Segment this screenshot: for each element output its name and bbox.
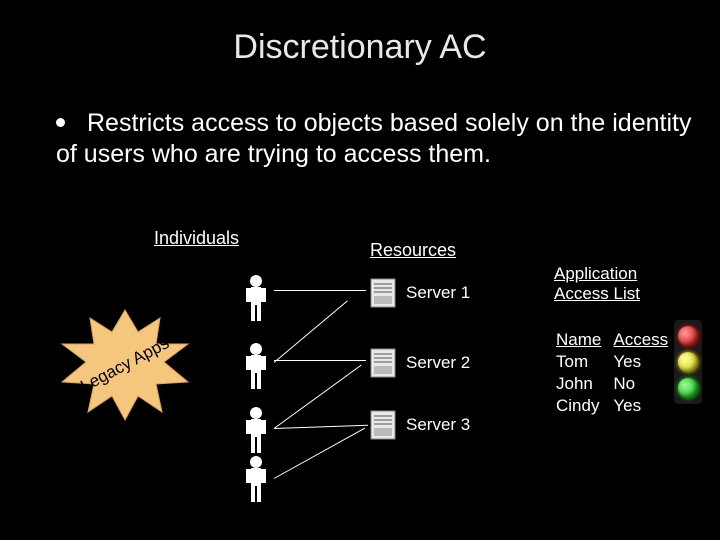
cell-access: Yes bbox=[613, 352, 678, 372]
person-icon bbox=[243, 342, 269, 390]
legacy-apps-callout: Legacy Apps bbox=[60, 310, 190, 420]
cell-name: John bbox=[556, 374, 611, 394]
traffic-light-icon bbox=[674, 320, 702, 404]
bullet-text: Restricts access to objects based solely… bbox=[56, 109, 691, 168]
traffic-green-icon bbox=[678, 378, 698, 398]
connector-line bbox=[274, 300, 348, 362]
server-row: Server 3 bbox=[370, 410, 470, 440]
app-access-list-heading: Application Access List bbox=[554, 264, 640, 305]
server-icon bbox=[370, 410, 396, 440]
bullet-icon bbox=[56, 118, 65, 127]
traffic-yellow-icon bbox=[678, 352, 698, 372]
server-label: Server 1 bbox=[406, 283, 470, 303]
individuals-heading: Individuals bbox=[154, 228, 239, 249]
cell-access: No bbox=[613, 374, 678, 394]
table-row: Tom Yes bbox=[556, 352, 678, 372]
server-icon bbox=[370, 278, 396, 308]
access-list-table: Name Access Tom Yes John No Cindy Yes bbox=[554, 328, 680, 418]
connector-line bbox=[274, 428, 365, 479]
table-row: Cindy Yes bbox=[556, 396, 678, 416]
server-label: Server 3 bbox=[406, 415, 470, 435]
server-row: Server 2 bbox=[370, 348, 470, 378]
connector-line bbox=[274, 365, 362, 429]
cell-name: Tom bbox=[556, 352, 611, 372]
traffic-red-icon bbox=[678, 326, 698, 346]
access-col-access: Access bbox=[613, 330, 678, 350]
server-row: Server 1 bbox=[370, 278, 470, 308]
person-icon bbox=[243, 406, 269, 454]
app-access-line1: Application bbox=[554, 264, 637, 283]
cell-name: Cindy bbox=[556, 396, 611, 416]
person-icon bbox=[243, 274, 269, 322]
connector-line bbox=[274, 290, 366, 291]
connector-line bbox=[274, 425, 368, 429]
resources-heading: Resources bbox=[370, 240, 456, 261]
person-icon bbox=[243, 455, 269, 503]
table-row: John No bbox=[556, 374, 678, 394]
bullet-paragraph: Restricts access to objects based solely… bbox=[56, 108, 696, 171]
slide-title: Discretionary AC bbox=[0, 0, 720, 67]
app-access-line2: Access List bbox=[554, 284, 640, 303]
connector-line bbox=[274, 360, 366, 361]
access-col-name: Name bbox=[556, 330, 611, 350]
cell-access: Yes bbox=[613, 396, 678, 416]
server-icon bbox=[370, 348, 396, 378]
server-label: Server 2 bbox=[406, 353, 470, 373]
